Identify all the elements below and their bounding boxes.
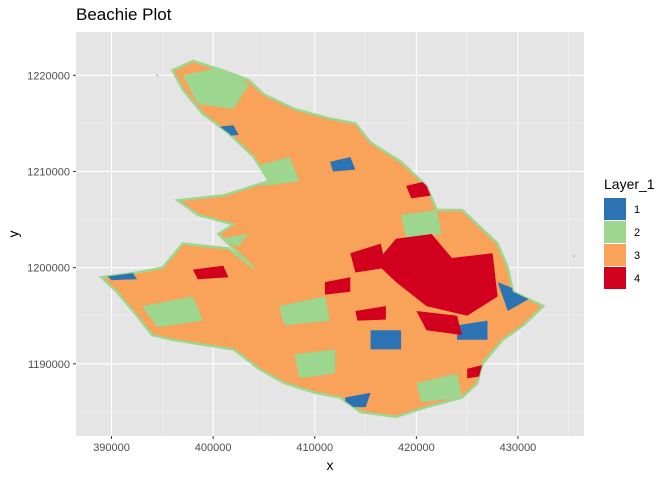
y-tick-label: 1190000 xyxy=(28,359,70,371)
legend-key-2 xyxy=(604,221,626,243)
legend: Layer_1 1 2 3 4 xyxy=(604,176,655,289)
speck xyxy=(572,255,575,258)
patch-layer-2 xyxy=(279,296,330,326)
patch-layer-4 xyxy=(324,277,351,295)
patch-layer-1 xyxy=(330,157,356,172)
patch-layer-1 xyxy=(497,282,534,311)
legend-key-4 xyxy=(604,267,626,289)
x-tick-label: 420000 xyxy=(398,442,435,454)
y-axis-title: y xyxy=(5,231,21,238)
patch-layer-2 xyxy=(401,210,442,239)
patch-layer-4 xyxy=(192,265,229,280)
legend-label-4: 4 xyxy=(634,273,640,285)
legend-title: Layer_1 xyxy=(604,176,655,192)
legend-label-1: 1 xyxy=(634,204,640,216)
x-tick-label: 410000 xyxy=(296,442,333,454)
speck xyxy=(156,74,159,77)
patch-layer-4 xyxy=(416,311,463,335)
patch-layer-4 xyxy=(355,306,386,321)
patch-layer-2 xyxy=(182,65,249,109)
y-axis-ticks: 1190000 1200000 1210000 1220000 xyxy=(27,70,76,371)
x-tick-label: 390000 xyxy=(93,442,130,454)
patch-layer-4 xyxy=(350,243,386,273)
patch-layer-1 xyxy=(370,330,402,350)
x-tick-label: 400000 xyxy=(195,442,232,454)
legend-label-3: 3 xyxy=(634,250,640,262)
patch-layer-2 xyxy=(142,296,203,328)
patch-layer-2 xyxy=(294,349,336,379)
y-tick-label: 1220000 xyxy=(27,70,70,82)
patch-layer-2 xyxy=(416,373,463,403)
patch-layer-4 xyxy=(406,181,432,199)
raster-layer xyxy=(98,59,575,419)
patch-layer-2 xyxy=(218,234,249,247)
x-axis-title: x xyxy=(327,457,334,473)
patch-layer-1 xyxy=(106,271,137,281)
x-tick-label: 430000 xyxy=(500,442,537,454)
patch-layer-4 xyxy=(375,234,498,316)
legend-key-3 xyxy=(604,244,626,266)
legend-key-1 xyxy=(604,198,626,220)
patch-layer-1 xyxy=(345,392,371,408)
x-axis-ticks: 390000 400000 410000 420000 430000 xyxy=(93,436,536,454)
y-tick-label: 1210000 xyxy=(27,166,70,178)
legend-label-2: 2 xyxy=(634,227,640,239)
chart-title: Beachie Plot xyxy=(76,5,172,24)
y-tick-label: 1200000 xyxy=(27,263,70,275)
patch-layer-1 xyxy=(457,320,488,340)
